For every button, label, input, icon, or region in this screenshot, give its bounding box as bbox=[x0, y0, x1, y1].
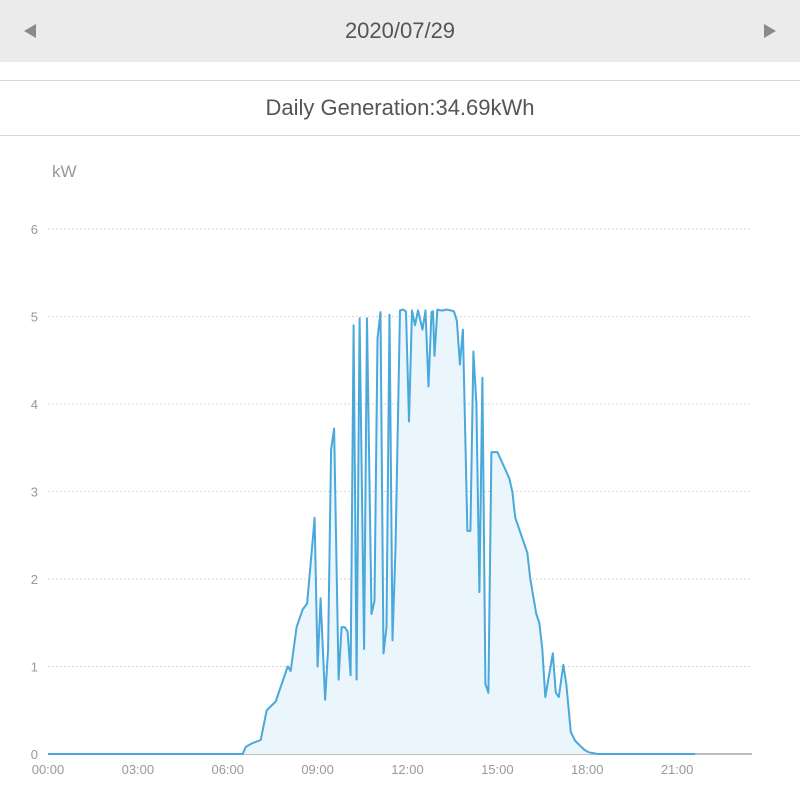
y-tick-label: 1 bbox=[31, 660, 38, 675]
triangle-right-icon bbox=[764, 24, 776, 38]
current-date: 2020/07/29 bbox=[344, 18, 456, 43]
x-tick-label: 15:00 bbox=[481, 762, 514, 777]
x-tick-label: 21:00 bbox=[661, 762, 694, 777]
daily-generation-value: 34.69kWh bbox=[435, 95, 535, 120]
chart-tick-layer: 0 1 2 3 4 5 6 00:00 03:00 06:00 09:00 12:00 15:00 18:… bbox=[31, 222, 694, 777]
next-day-button[interactable] bbox=[740, 0, 800, 62]
y-tick-label: 5 bbox=[31, 310, 38, 325]
power-area-fill bbox=[48, 309, 696, 754]
x-tick-label: 00:00 bbox=[32, 762, 65, 777]
daily-generation-label: Daily Generation: bbox=[265, 95, 436, 120]
daily-generation-summary: Daily Generation: 34.69kWh bbox=[0, 80, 800, 136]
x-tick-label: 06:00 bbox=[211, 762, 244, 777]
previous-day-button[interactable] bbox=[0, 0, 60, 62]
y-tick-label: 6 bbox=[31, 222, 38, 237]
y-tick-label: 4 bbox=[31, 397, 38, 412]
x-tick-label: 03:00 bbox=[122, 762, 155, 777]
y-tick-label: 0 bbox=[31, 747, 38, 762]
y-axis-unit-label: kW bbox=[52, 162, 77, 181]
power-series-line bbox=[48, 308, 696, 755]
y-tick-label: 2 bbox=[31, 572, 38, 587]
x-tick-label: 09:00 bbox=[301, 762, 334, 777]
power-area-chart: kW 0 1 2 3 4 5 6 00:00 03:00 06:00 09:00 12:00 15:00… bbox=[31, 162, 752, 777]
chart-area-layer bbox=[48, 308, 696, 755]
x-tick-label: 12:00 bbox=[391, 762, 424, 777]
y-tick-label: 3 bbox=[31, 485, 38, 500]
triangle-left-icon bbox=[24, 24, 36, 38]
date-navigation-bar: 2020/07/29 bbox=[0, 0, 800, 62]
x-tick-label: 18:00 bbox=[571, 762, 604, 777]
